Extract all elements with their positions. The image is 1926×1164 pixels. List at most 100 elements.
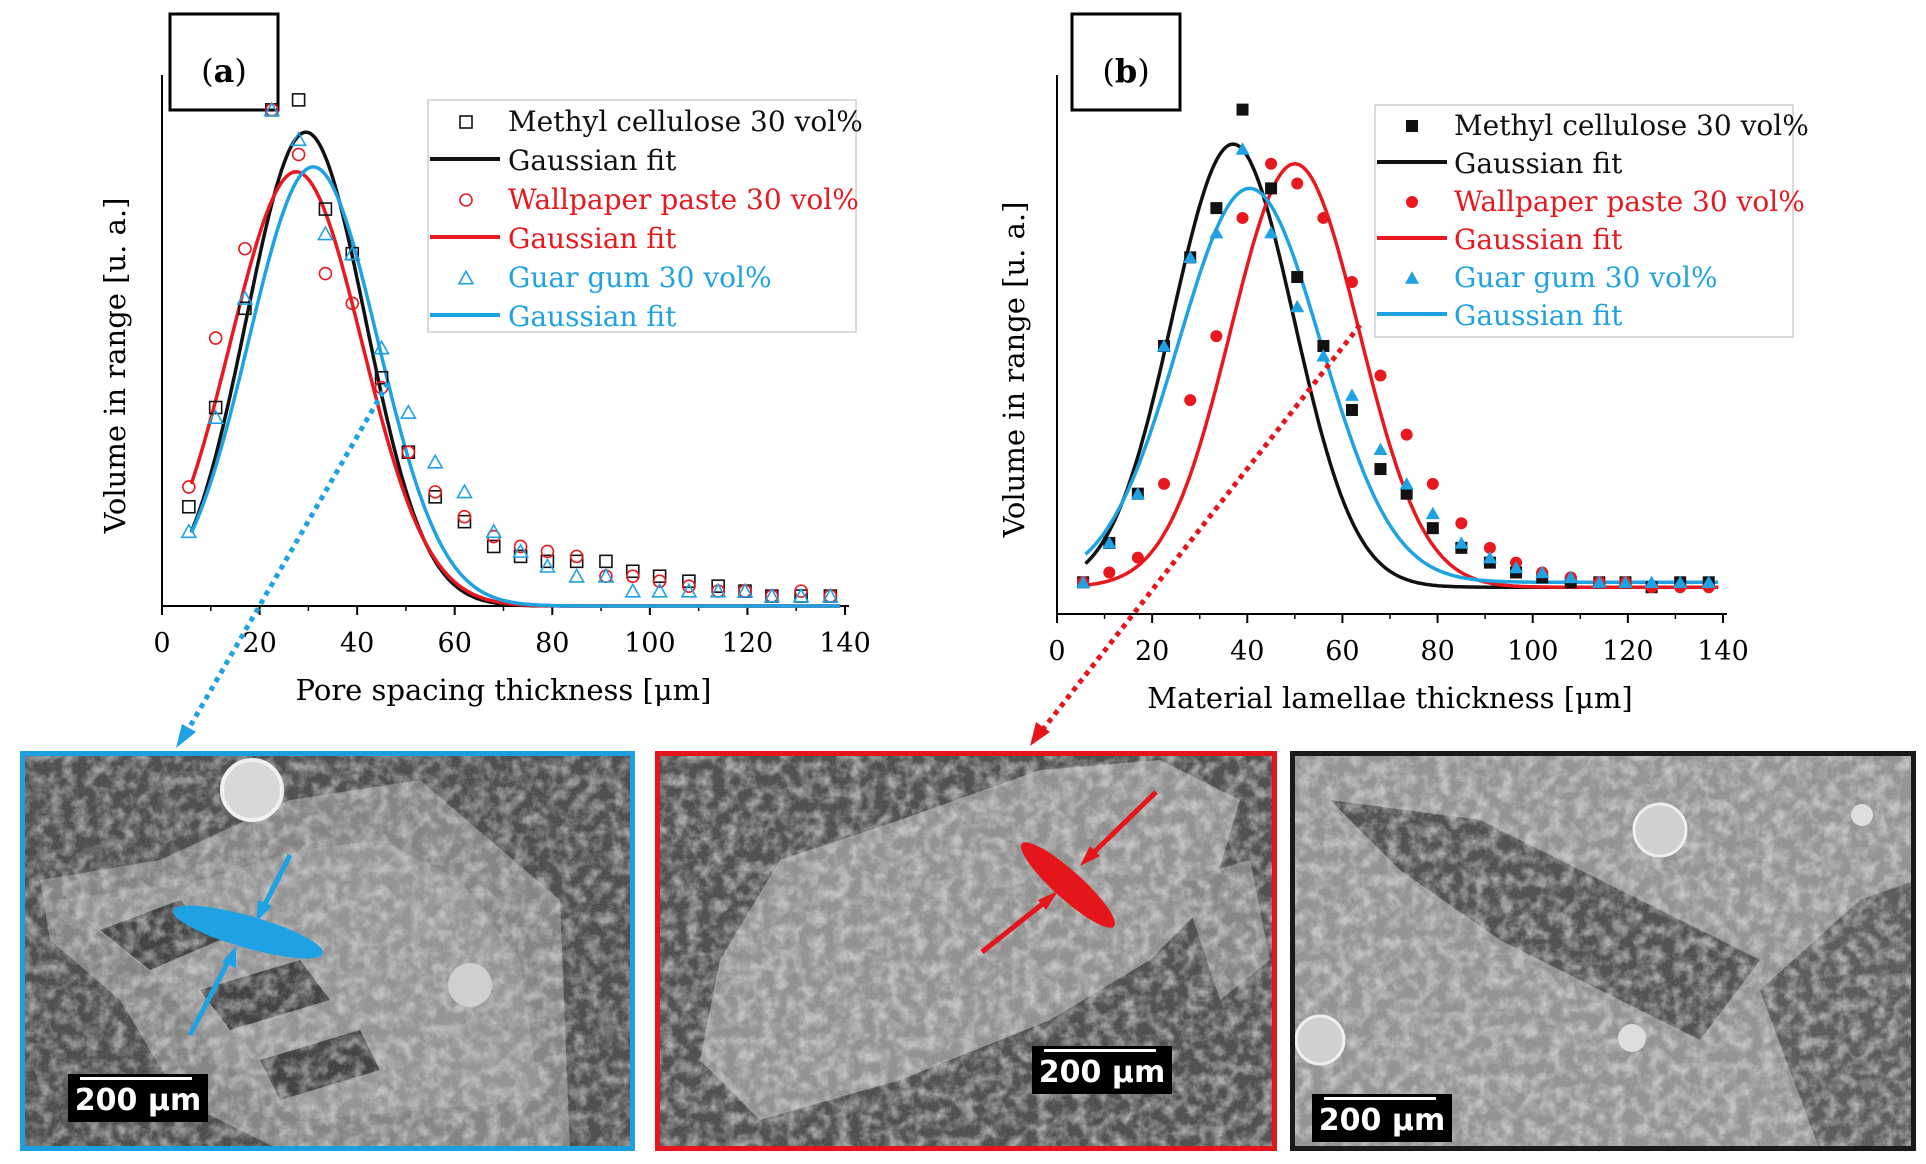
chart-a-x-tick-label: 0	[153, 628, 170, 659]
chart-b-data-point	[1509, 560, 1524, 574]
chart-b-data-point	[1563, 570, 1578, 584]
chart-a-data-point	[290, 131, 307, 147]
chart-b-data-point	[1184, 394, 1197, 407]
chart-a-data-point	[651, 582, 668, 598]
chart-a-data-point	[709, 582, 727, 598]
chart-b-data-point	[1482, 550, 1497, 564]
chart-a-data-point	[512, 543, 529, 558]
chart-a-data-point	[399, 404, 417, 419]
chart-b-data-point	[1454, 536, 1469, 549]
chart-a-x-tick-label: 140	[819, 628, 871, 659]
chart-a-data-point	[263, 101, 281, 117]
chart-b-legend-frame	[1374, 104, 1794, 338]
chart-a-legend-marker	[459, 115, 473, 129]
chart-a-x-tick-label: 20	[242, 628, 276, 659]
chart-b-data-point	[1130, 486, 1145, 500]
chart-a-data-point	[540, 544, 555, 559]
chart-b-data-point	[1592, 575, 1607, 589]
chart-b-data-point	[1344, 388, 1359, 401]
chart-b-gaussian-fit-curve	[1084, 186, 1719, 585]
chart-a-legend-label: Wallpaper paste 30 vol%	[508, 183, 859, 216]
chart-a-data-point	[291, 147, 306, 162]
chart-a-data-point	[182, 480, 196, 494]
chart-a-legend-label: Methyl cellulose 30 vol%	[508, 105, 863, 138]
chart-a-data-point	[540, 554, 555, 569]
chart-b-data-point	[1317, 211, 1330, 224]
chart-b-x-tick-label: 80	[1420, 636, 1454, 667]
chart-b-data-point	[1426, 522, 1439, 535]
scalebar-1-label: 200 μm	[75, 1083, 201, 1118]
chart-a-data-point	[485, 523, 503, 539]
chart-a-data-point	[599, 554, 613, 569]
chart-a-data-point	[207, 409, 225, 424]
chart-a-label-box	[168, 12, 280, 112]
scalebar-2: 200 μm	[1032, 1046, 1172, 1094]
chart-a-data-point	[238, 241, 252, 256]
chart-a-data-point	[374, 370, 389, 385]
chart-a-data-point	[345, 296, 360, 311]
chart-b-legend-label: Gaussian fit	[1454, 147, 1623, 180]
chart-a-data-point	[318, 266, 333, 281]
chart-a-data-point	[456, 483, 473, 499]
chart-b-data-point	[1290, 299, 1305, 313]
chart-b-label-close: )	[1137, 52, 1149, 90]
chart-b-data-point	[1209, 226, 1224, 239]
chart-b-data-point	[1291, 271, 1304, 284]
chart-a-data-point	[513, 539, 528, 554]
chart-a-data-point	[426, 453, 444, 469]
pointer-arrow-blue	[176, 381, 391, 748]
scalebar-3: 200 μm	[1312, 1094, 1452, 1142]
chart-b-data-point	[1265, 182, 1278, 195]
chart-b-legend-marker	[1406, 120, 1418, 132]
chart-b-data-point	[1210, 202, 1223, 215]
chart-a-panel-label: (a)	[201, 52, 247, 90]
chart-b-data-point	[1158, 477, 1171, 490]
chart-a-data-point	[238, 301, 252, 316]
chart-a-data-point	[794, 584, 808, 598]
chart-a-legend-frame	[427, 99, 857, 333]
chart-b-panel-label: (b)	[1102, 52, 1149, 90]
chart-a-x-tick-label: 80	[535, 628, 569, 659]
chart-b-data-point	[1102, 536, 1117, 549]
chart-b-data-point	[1673, 575, 1688, 589]
chart-a-data-point	[180, 523, 198, 539]
micrograph-guar-gum	[20, 751, 635, 1151]
chart-a-data-point	[236, 290, 254, 305]
chart-a-data-point	[821, 587, 839, 603]
chart-a-label-open: (	[201, 52, 213, 90]
chart-b-data-point	[1076, 575, 1091, 589]
chart-b-label-open: (	[1102, 52, 1114, 90]
chart-b-data-point	[1131, 551, 1144, 564]
chart-a-data-point	[428, 485, 443, 499]
chart-a-data-point	[208, 331, 223, 345]
chart-b-data-point	[1157, 339, 1172, 352]
chart-a-x-tick-label: 60	[438, 628, 472, 659]
chart-b: (b) 0 20 40 60 80 100 120 140 Material lamellae t…	[997, 12, 1809, 715]
chart-a-data-point	[625, 569, 640, 584]
chart-a-legend-marker	[457, 269, 475, 285]
chart-a-data-point	[457, 509, 472, 524]
chart-a-y-label: Volume in range [u. a.]	[98, 198, 132, 535]
chart-b-data-point	[1455, 517, 1468, 530]
chart-a-data-point	[373, 339, 390, 355]
chart-a-data-point	[291, 93, 306, 107]
chart-b-x-tick-label: 40	[1230, 636, 1264, 667]
chart-b-data-point	[1317, 339, 1330, 352]
scalebar-1: 200 μm	[68, 1074, 208, 1122]
pointer-arrow-red	[1030, 323, 1362, 746]
chart-b-data-point	[1291, 177, 1304, 190]
chart-a-x-tick-label: 100	[624, 628, 676, 659]
chart-a-label-letter: a	[214, 52, 235, 90]
chart-b-data-point	[1535, 565, 1550, 579]
chart-b-data-point	[1236, 103, 1249, 116]
chart-b-data-point	[1316, 349, 1331, 362]
chart-b-data-point	[1399, 477, 1414, 490]
chart-b-data-point	[1618, 575, 1633, 589]
chart-b-x-tick-label: 0	[1048, 636, 1065, 667]
chart-b-label-letter: b	[1115, 52, 1137, 90]
chart-b-x-label: Material lamellae thickness [μm]	[1147, 681, 1632, 715]
micrograph-wallpaper-paste	[655, 751, 1277, 1151]
chart-a-data-point	[182, 499, 196, 514]
chart-b-legend-label: Methyl cellulose 30 vol%	[1454, 109, 1809, 142]
